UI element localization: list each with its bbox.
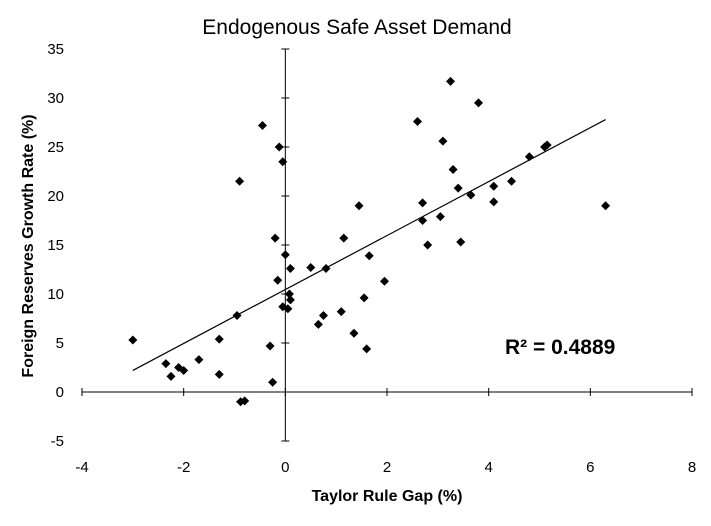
y-tick-label: 20 <box>47 188 64 205</box>
y-tick-label: 5 <box>56 335 64 352</box>
x-tick-label: 2 <box>383 459 391 476</box>
y-tick-label: -5 <box>51 433 64 450</box>
data-point <box>362 344 372 354</box>
data-point <box>446 76 456 86</box>
data-point <box>456 237 466 247</box>
trendline-group <box>132 119 606 371</box>
x-tick-label: 8 <box>688 459 696 476</box>
data-point <box>306 263 316 273</box>
data-point <box>349 328 359 338</box>
axes <box>81 48 693 442</box>
y-tick-label: 25 <box>47 139 64 156</box>
data-point <box>232 311 242 321</box>
data-point <box>489 197 499 207</box>
x-axis-title: Taylor Rule Gap (%) <box>312 488 463 505</box>
x-tick-label: -4 <box>75 459 88 476</box>
x-tick-label: 4 <box>484 459 492 476</box>
x-tick-label: -2 <box>177 459 190 476</box>
data-point <box>474 98 483 108</box>
data-point <box>339 233 349 243</box>
data-point <box>265 341 275 351</box>
data-point <box>413 117 422 127</box>
data-point <box>268 377 278 387</box>
trendline <box>132 119 606 371</box>
data-point <box>359 293 369 303</box>
x-tick-label: 0 <box>281 459 289 476</box>
data-point <box>240 396 250 406</box>
x-tick-label: 6 <box>586 459 594 476</box>
data-point <box>270 233 280 243</box>
data-point <box>542 140 552 150</box>
data-point <box>435 212 445 222</box>
data-points <box>128 76 611 407</box>
data-point <box>166 371 176 381</box>
x-tick-labels: -4 -2 0 2 4 6 8 <box>75 459 696 476</box>
data-point <box>364 251 374 261</box>
data-point <box>214 369 224 379</box>
data-point <box>285 295 295 305</box>
data-point <box>161 359 171 369</box>
data-point <box>418 216 428 225</box>
data-point <box>194 355 204 365</box>
data-point <box>280 250 290 260</box>
y-tick-label: 0 <box>56 384 64 401</box>
data-point <box>128 335 138 345</box>
data-point <box>321 264 331 274</box>
r-squared-annotation: R² = 0.4889 <box>505 336 615 359</box>
data-point <box>438 136 448 146</box>
data-point <box>257 120 267 130</box>
y-axis-title: Foreign Reserves Growth Rate (%) <box>20 114 37 377</box>
y-tick-label: 30 <box>47 90 64 107</box>
data-point <box>285 264 295 274</box>
data-point <box>466 190 476 200</box>
data-point <box>423 240 433 250</box>
data-point <box>318 311 328 321</box>
data-point <box>313 319 323 329</box>
data-point <box>274 142 284 152</box>
data-point <box>336 307 346 317</box>
data-point <box>273 275 283 285</box>
data-point <box>284 289 294 299</box>
data-point <box>489 181 499 191</box>
data-point <box>354 201 364 211</box>
data-point <box>524 152 534 162</box>
data-point <box>601 201 611 211</box>
data-point <box>283 304 293 314</box>
data-point <box>507 176 517 186</box>
data-point <box>278 157 288 167</box>
chart-title: Endogenous Safe Asset Demand <box>202 16 511 39</box>
y-tick-label: 15 <box>47 237 64 254</box>
data-point <box>453 183 463 193</box>
data-point <box>379 276 389 286</box>
y-tick-labels: -5 0 5 10 15 20 25 30 35 <box>47 41 64 450</box>
data-point <box>179 365 189 375</box>
data-point <box>448 165 458 175</box>
y-tick-label: 10 <box>47 286 64 303</box>
data-point <box>235 176 245 186</box>
data-point <box>418 198 428 208</box>
data-point <box>214 334 224 344</box>
y-tick-label: 35 <box>47 41 64 58</box>
